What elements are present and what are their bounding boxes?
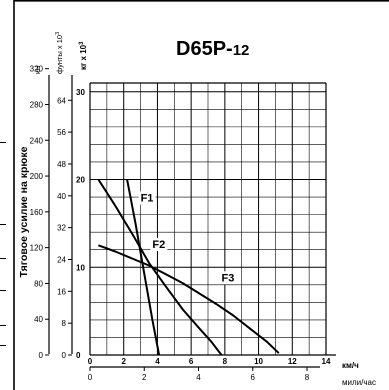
y-tick-label-kn: 160 <box>30 208 44 217</box>
series-f3-label: F3 <box>221 272 234 284</box>
x-tick-label-kmh: 6 <box>189 357 194 366</box>
y-tick-label-kn: 240 <box>30 136 44 145</box>
y-tick-label-kg: 20 <box>76 176 85 185</box>
y-tick-label-lb: 8 <box>62 319 67 328</box>
chart-title: D65P-12 <box>176 38 249 60</box>
y-tick-label-lb: 16 <box>57 287 66 296</box>
series-f2-label: F2 <box>152 239 165 251</box>
y-tick-label-lb: 0 <box>62 351 67 360</box>
y-tick-label-lb: 56 <box>57 128 66 137</box>
y-tick-label-kn: 280 <box>30 100 44 109</box>
series-label-bg <box>219 271 237 285</box>
y-unit-kn: кН <box>33 65 42 74</box>
series-lines <box>97 178 280 356</box>
y-unit-lb: фунты x 103 <box>55 32 64 74</box>
y-tick-label-lb: 24 <box>57 255 66 264</box>
x-ticks-mph: 0 2 4 6 8 <box>88 367 310 382</box>
x-tick-label-mph: 2 <box>142 373 147 382</box>
x-unit-kmh: км/ч <box>342 361 359 370</box>
y-tick-label-lb: 64 <box>57 96 66 105</box>
y-tick-label-kn: 120 <box>30 244 44 253</box>
left-edge-mark <box>0 142 6 143</box>
series-f1-line <box>126 179 161 356</box>
y-tick-label-lb: 48 <box>57 160 66 169</box>
x-tick-label-kmh: 2 <box>121 357 126 366</box>
y-tick-label-kg: 30 <box>76 88 85 97</box>
series-f3-line <box>98 244 280 354</box>
y-tick-label-lb: 40 <box>57 192 66 201</box>
y-ticks-kn: 0 40 80 120 160 200 240 280 320 <box>30 65 49 360</box>
x-tick-label-kmh: 0 <box>88 357 93 366</box>
series-label-bg <box>138 191 156 205</box>
x-tick-label-mph: 8 <box>305 373 310 382</box>
x-unit-mph: мили/час <box>342 378 376 387</box>
y-tick-label-kn: 320 <box>30 65 44 74</box>
y-ticks-kg: 0 10 20 30 <box>76 88 85 360</box>
y-axis-label: Тяговое усилие на крюке <box>18 146 30 277</box>
y-tick-label-lb: 32 <box>57 224 66 233</box>
series-f1-label: F1 <box>141 192 154 204</box>
x-tick-label-kmh: 14 <box>322 357 331 366</box>
x-tick-label-kmh: 12 <box>288 357 297 366</box>
y-tick-label-kn: 0 <box>39 351 44 360</box>
y-tick-label-kn: 40 <box>34 315 43 324</box>
left-edge-mark <box>0 290 6 291</box>
y-tick-label-kg: 10 <box>76 263 85 272</box>
y-tick-label-kg: 0 <box>76 351 81 360</box>
series-f2-line <box>97 178 223 356</box>
y-tick-label-kn: 200 <box>30 172 44 181</box>
x-tick-label-mph: 6 <box>251 373 256 382</box>
left-edge-mark <box>0 345 6 346</box>
y-tick-label-kn: 80 <box>34 279 43 288</box>
series-label-bg <box>150 237 168 251</box>
series-labels: F1 F2 F3 <box>138 191 237 285</box>
left-edge-mark <box>0 258 6 259</box>
y-unit-kg: кг x 103 <box>79 41 88 70</box>
x-tick-label-kmh: 8 <box>223 357 228 366</box>
left-edge-mark <box>0 325 6 326</box>
x-tick-label-kmh: 4 <box>155 357 160 366</box>
y-ticks-lb: 0 8 16 24 32 40 48 56 64 <box>57 96 72 360</box>
plot-grid <box>89 82 336 356</box>
left-edge-mark <box>0 224 6 225</box>
x-ticks-kmh: 0 2 4 6 8 10 12 14 <box>88 357 331 366</box>
x-tick-label-kmh: 10 <box>254 357 263 366</box>
x-tick-label-mph: 0 <box>88 373 93 382</box>
x-tick-label-mph: 4 <box>196 373 201 382</box>
